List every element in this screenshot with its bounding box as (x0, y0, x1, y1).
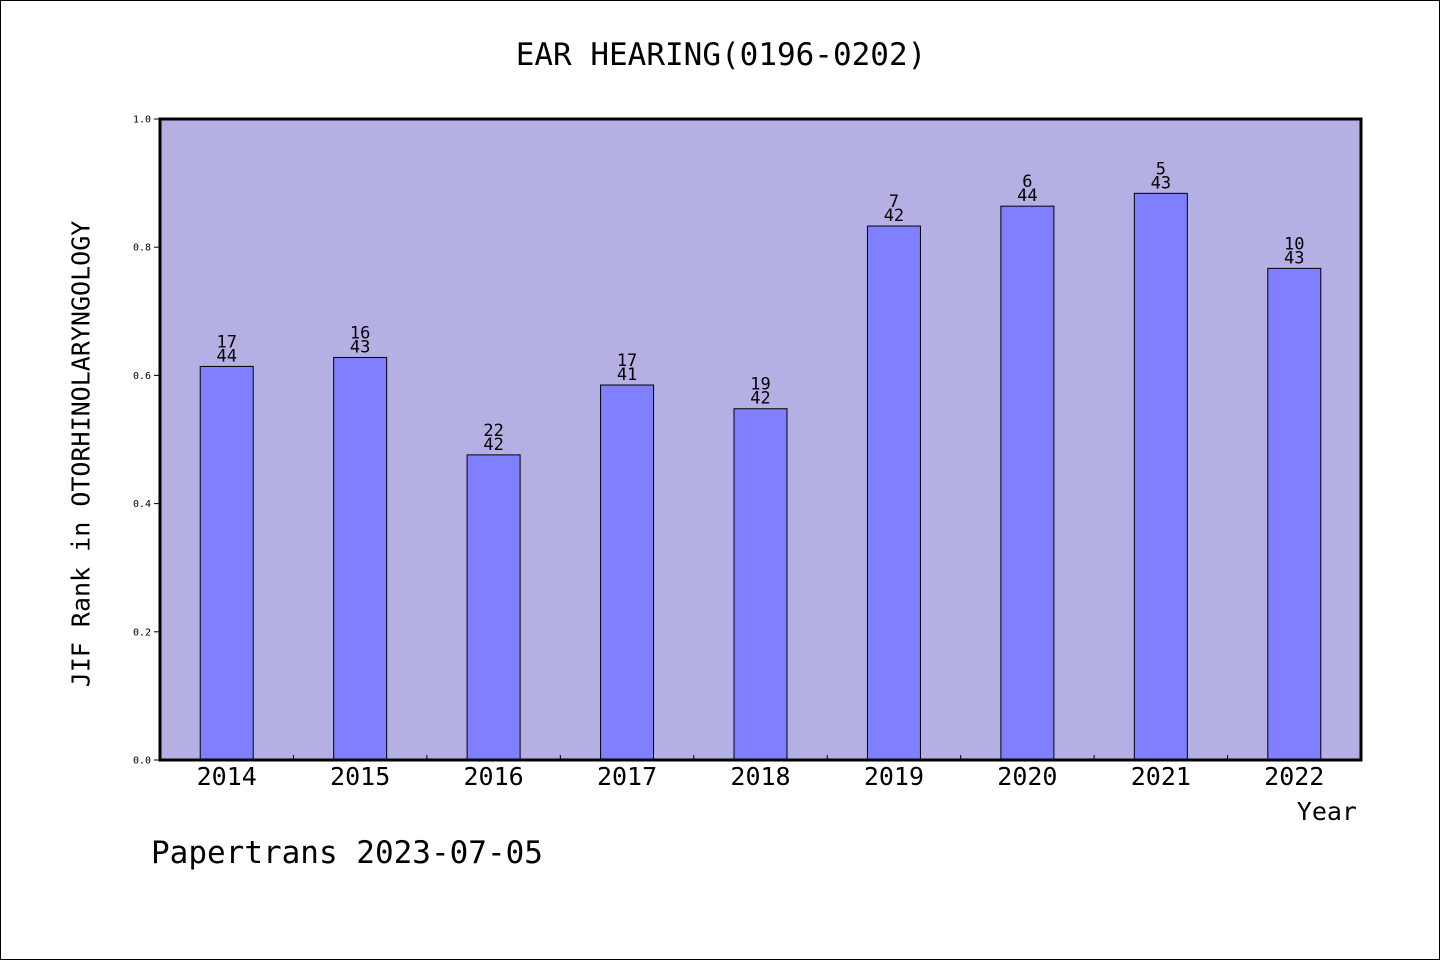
x-tick-label: 2018 (730, 762, 790, 791)
bar-total-label: 43 (1284, 248, 1304, 268)
bar (1000, 205, 1055, 761)
bar-rank-label: 10 (1284, 234, 1304, 254)
bar-total-label: 43 (1151, 173, 1171, 193)
footer-credit: Papertrans 2023-07-05 (151, 835, 543, 871)
y-tick-label: 0.6 (133, 371, 151, 382)
bar (866, 225, 921, 761)
bar-rank-label: 5 (1156, 159, 1166, 179)
bar-total-label: 44 (1017, 186, 1037, 206)
x-tick-label: 2016 (464, 762, 524, 791)
bar-rank-label: 17 (617, 351, 637, 371)
bar-total-label: 41 (617, 365, 637, 385)
y-tick-label: 0.2 (133, 627, 151, 638)
y-tick-label: 0.4 (133, 499, 151, 510)
bar-rank-label: 19 (750, 375, 770, 395)
x-tick-label: 2014 (197, 762, 257, 791)
bar (1133, 192, 1188, 761)
y-tick-label: 0.8 (133, 243, 151, 254)
chart-title: EAR HEARING(0196-0202) (515, 37, 927, 73)
bar (1267, 267, 1322, 761)
y-tick-label: 0.0 (133, 756, 151, 767)
x-tick-label: 2019 (864, 762, 924, 791)
bar-total-label: 44 (216, 346, 236, 366)
x-tick-label: 2021 (1131, 762, 1191, 791)
bar-total-label: 42 (483, 435, 503, 455)
bar-rank-label: 22 (483, 421, 503, 441)
bar-rank-label: 16 (350, 323, 370, 343)
x-tick-label: 2020 (997, 762, 1057, 791)
bar-total-label: 42 (750, 389, 770, 409)
bar (600, 384, 655, 761)
bar (466, 454, 521, 761)
x-axis-label: Year (1296, 797, 1357, 826)
bar (199, 365, 254, 761)
x-tick-label: 2022 (1264, 762, 1324, 791)
bar (733, 408, 788, 761)
x-tick-label: 2015 (330, 762, 390, 791)
bar-rank-label: 17 (216, 332, 236, 352)
y-tick-label: 1.0 (133, 115, 151, 126)
x-tick-label: 2017 (597, 762, 657, 791)
bar-total-label: 42 (884, 206, 904, 226)
bar (333, 356, 388, 761)
plot-border (158, 117, 1363, 762)
bar-rank-label: 6 (1022, 172, 1032, 192)
bar-total-label: 43 (350, 337, 370, 357)
bar-rank-label: 7 (889, 192, 899, 212)
